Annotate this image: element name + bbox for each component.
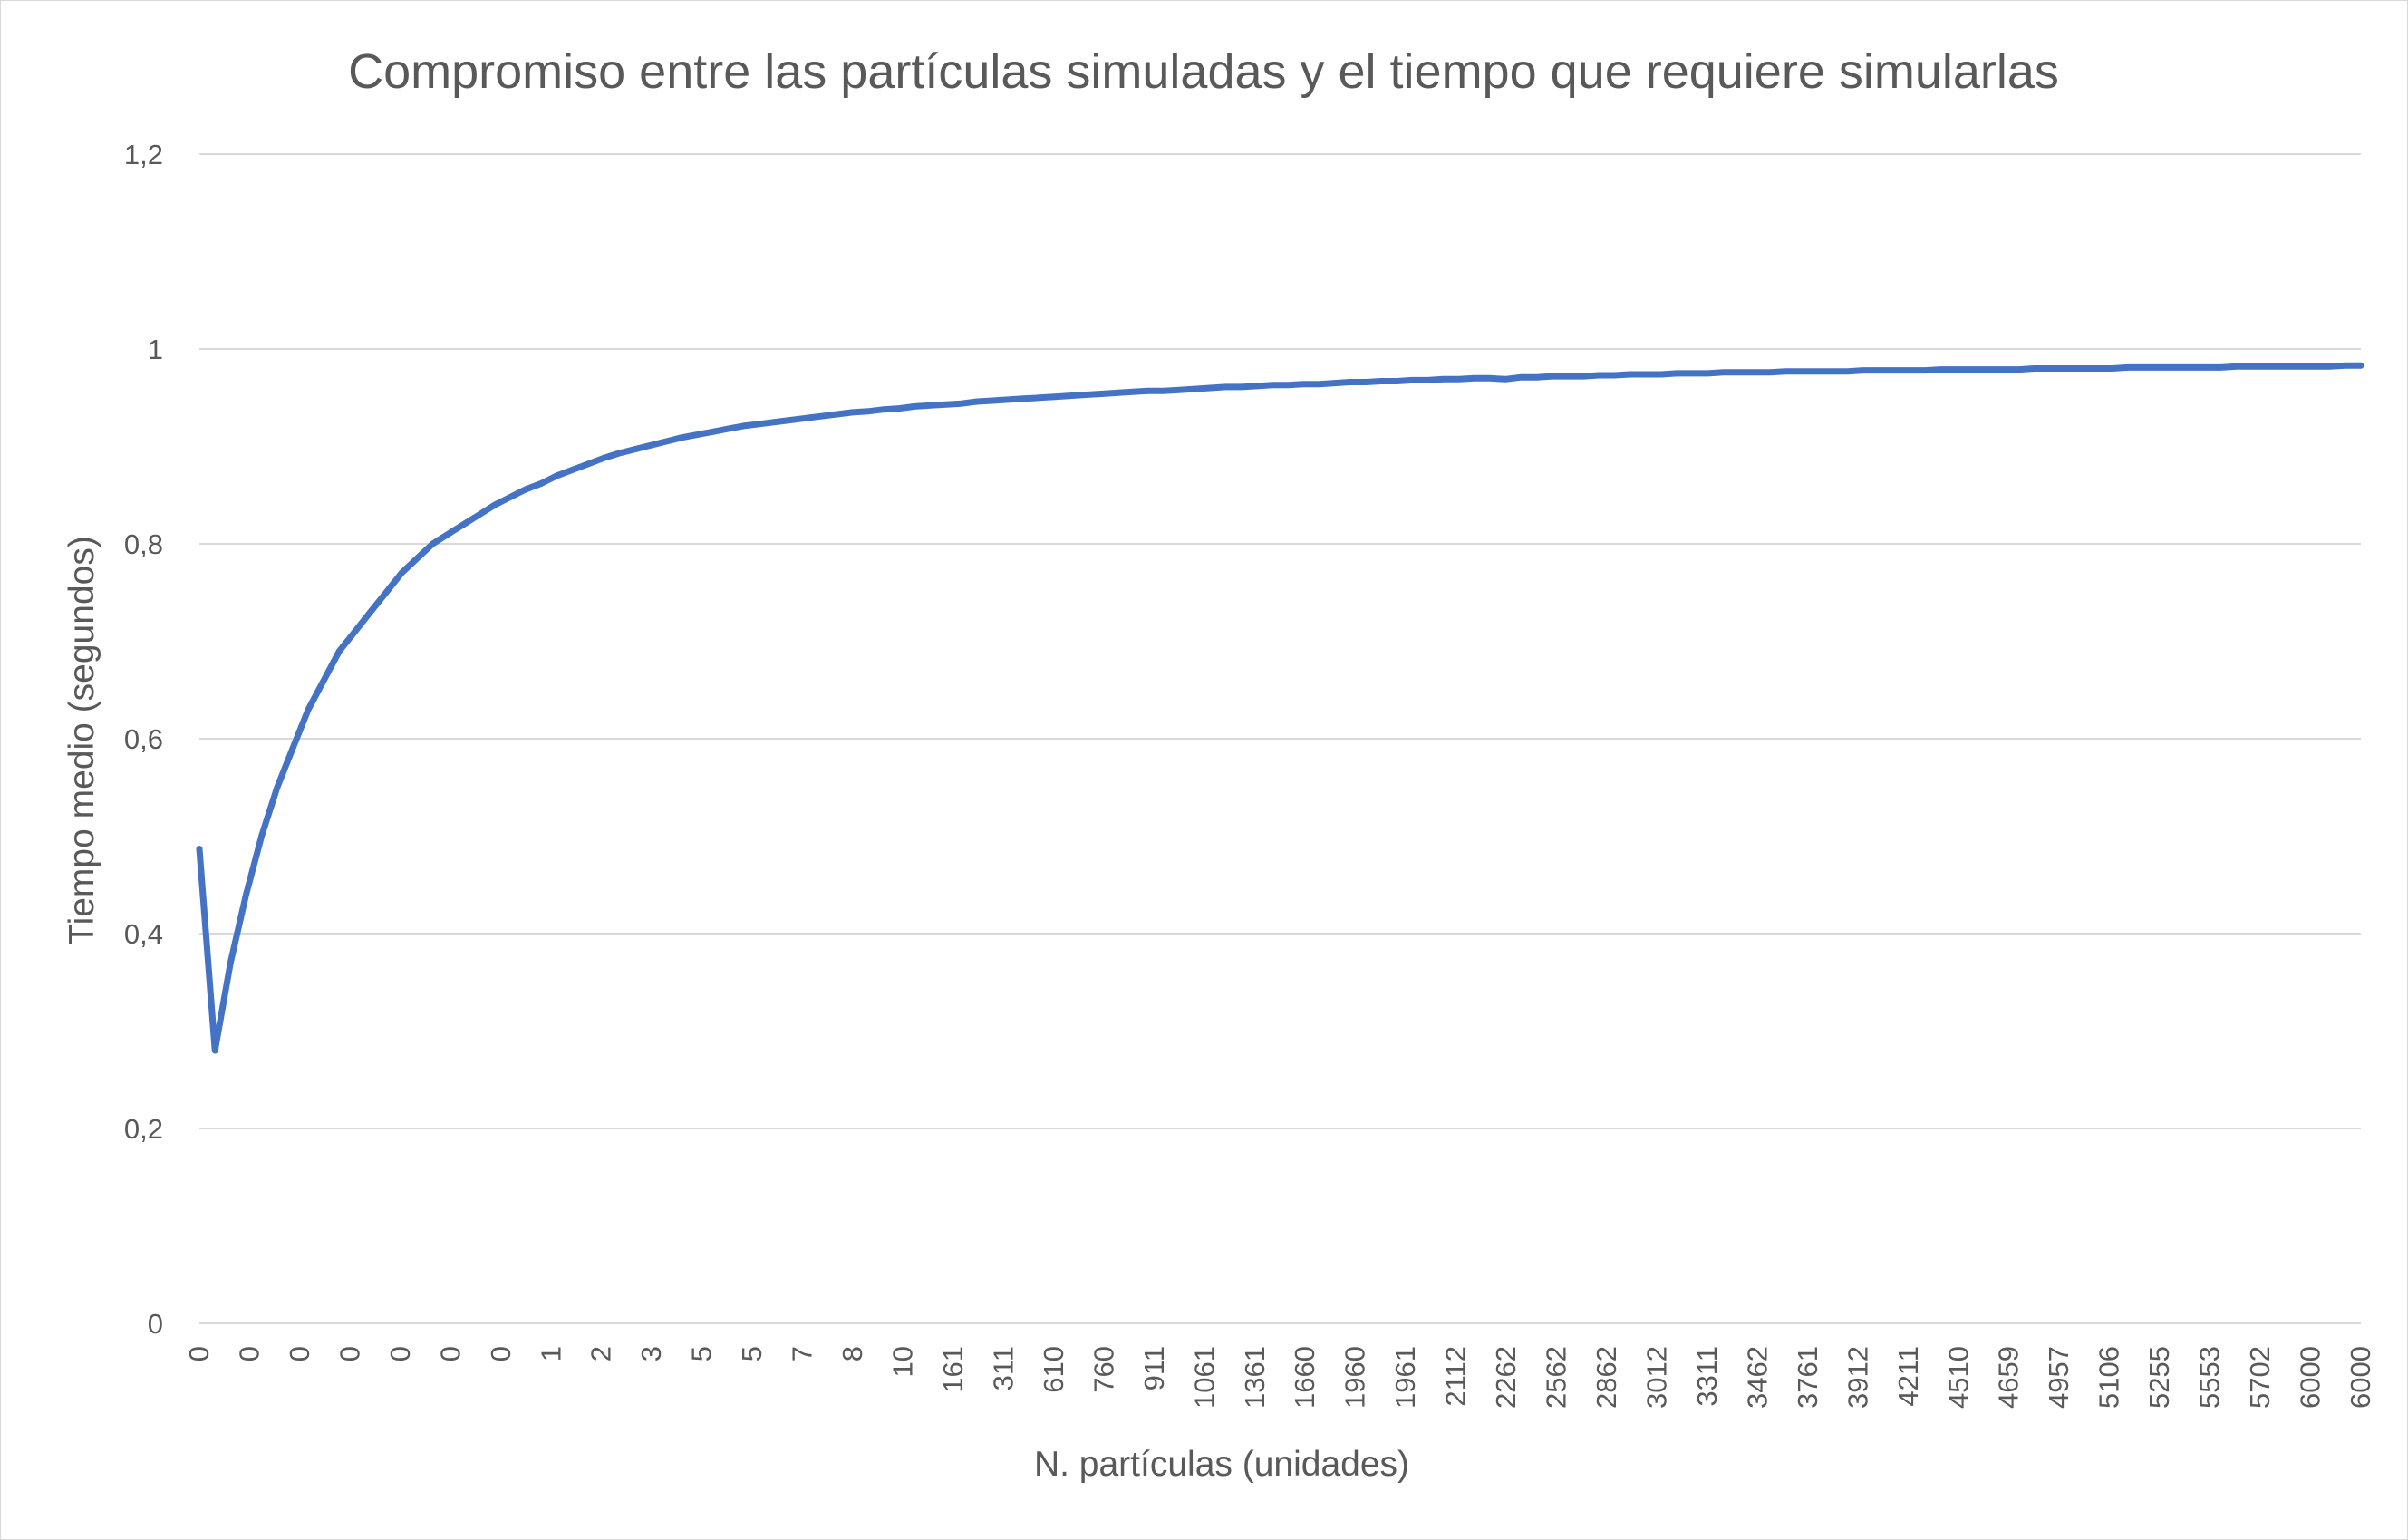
x-tick-label: 3012 — [1640, 1346, 1672, 1409]
x-tick-label: 2 — [585, 1346, 617, 1361]
gridlines — [199, 153, 2361, 1324]
x-tick-label: 7 — [787, 1346, 818, 1361]
series-line — [196, 362, 2364, 1054]
y-tick-label: 1 — [148, 334, 163, 365]
x-tick-label: 0 — [485, 1346, 517, 1361]
x-tick-label: 1 — [535, 1346, 566, 1361]
x-tick-label: 3 — [635, 1346, 667, 1361]
y-tick-label: 1,2 — [124, 139, 163, 170]
y-tick-label: 0 — [148, 1308, 163, 1340]
x-tick-label: 4211 — [1892, 1346, 1924, 1407]
x-tick-label: 911 — [1138, 1346, 1170, 1390]
x-tick-label: 2862 — [1591, 1346, 1622, 1409]
x-axis-ticks: 0 0 0 0 0 0 0 1 2 3 5 5 7 8 10 161 311 610 760 911 1061 1361 1… — [183, 1346, 2376, 1409]
x-tick-label: 5553 — [2194, 1346, 2226, 1409]
x-tick-label: 3912 — [1842, 1346, 1873, 1409]
x-tick-label: 2262 — [1490, 1346, 1522, 1409]
x-tick-label: 4659 — [1993, 1346, 2025, 1409]
x-tick-label: 610 — [1038, 1346, 1069, 1393]
y-tick-label: 0,2 — [124, 1113, 163, 1145]
x-tick-label: 0 — [334, 1346, 365, 1361]
x-tick-label: 0 — [434, 1346, 466, 1361]
y-tick-label: 0,4 — [124, 918, 163, 950]
x-tick-label: 3462 — [1741, 1346, 1773, 1409]
x-axis-title: N. partículas (unidades) — [1034, 1445, 1409, 1484]
x-tick-label: 0 — [183, 1346, 215, 1361]
x-tick-label: 1361 — [1239, 1346, 1271, 1409]
chart-title: Compromiso entre las partículas simulada… — [348, 44, 2059, 99]
x-tick-label: 311 — [987, 1346, 1019, 1390]
y-axis-ticks: 0 0,2 0,4 0,6 0,8 1 1,2 — [124, 139, 163, 1340]
x-tick-label: 8 — [837, 1346, 868, 1361]
x-tick-label: 1961 — [1389, 1346, 1421, 1409]
x-tick-label: 1061 — [1188, 1346, 1220, 1409]
x-tick-label: 5 — [686, 1346, 718, 1361]
y-tick-label: 0,6 — [124, 723, 163, 755]
x-tick-label: 6000 — [2295, 1346, 2326, 1409]
x-tick-label: 5255 — [2143, 1346, 2175, 1409]
x-tick-label: 3761 — [1792, 1346, 1823, 1409]
x-tick-label: 4957 — [2043, 1346, 2074, 1409]
x-tick-label: 1660 — [1289, 1346, 1320, 1409]
x-tick-label: 1960 — [1339, 1346, 1371, 1409]
x-tick-label: 4510 — [1942, 1346, 1974, 1409]
x-tick-label: 0 — [233, 1346, 265, 1361]
x-tick-label: 0 — [384, 1346, 416, 1361]
x-tick-label: 161 — [937, 1346, 969, 1393]
x-tick-label: 5 — [736, 1346, 768, 1361]
x-tick-label: 760 — [1088, 1346, 1119, 1393]
x-tick-label: 2112 — [1440, 1346, 1472, 1407]
x-tick-label: 5702 — [2244, 1346, 2276, 1409]
x-tick-label: 5106 — [2094, 1346, 2125, 1409]
x-tick-label: 6000 — [2345, 1346, 2376, 1409]
y-axis-title: Tiempo medio (segundos) — [63, 536, 102, 945]
x-tick-label: 3311 — [1691, 1346, 1723, 1407]
x-tick-label: 10 — [887, 1346, 919, 1377]
x-tick-label: 2562 — [1541, 1346, 1572, 1409]
x-tick-label: 0 — [284, 1346, 315, 1361]
y-tick-label: 0,8 — [124, 528, 163, 560]
